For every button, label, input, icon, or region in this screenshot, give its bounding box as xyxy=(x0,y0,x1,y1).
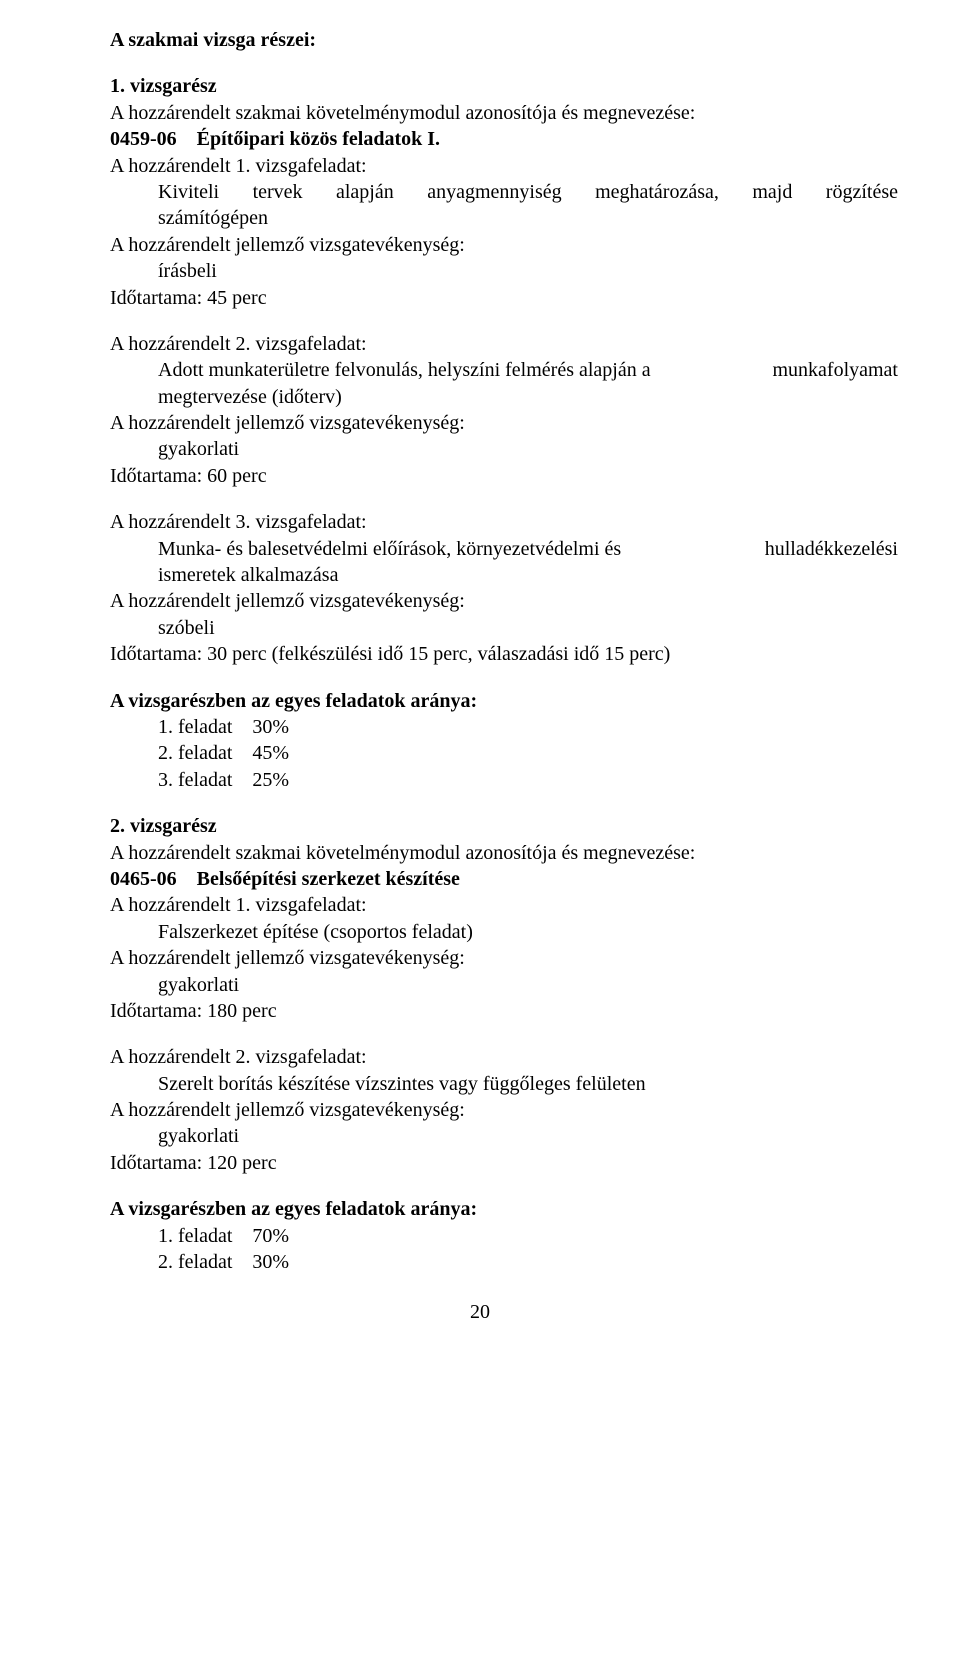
part1-ratios: A vizsgarészben az egyes feladatok arány… xyxy=(110,689,850,793)
p2t1-desc: Falszerkezet építése (csoportos feladat) xyxy=(110,920,850,944)
p1t1-desc-line2: számítógépen xyxy=(110,206,850,230)
p1t3-desc-line1: Munka- és balesetvédelmi előírások, körn… xyxy=(110,537,898,561)
ratio-row: 1. feladat 70% xyxy=(110,1224,850,1248)
p1t1-head: A hozzárendelt 1. vizsgafeladat: xyxy=(110,154,850,178)
ratio-row: 1. feladat 30% xyxy=(110,715,850,739)
document-title: A szakmai vizsga részei: xyxy=(110,28,850,52)
part2-task2: A hozzárendelt 2. vizsgafeladat: Szerelt… xyxy=(110,1045,850,1175)
ratio-row: 2. feladat 30% xyxy=(110,1250,850,1274)
p1t1-act: írásbeli xyxy=(110,259,850,283)
p2t2-desc: Szerelt borítás készítése vízszintes vag… xyxy=(110,1072,850,1096)
ratio-row: 2. feladat 45% xyxy=(110,741,850,765)
p2t2-act: gyakorlati xyxy=(110,1124,850,1148)
p1t1-dur: Időtartama: 45 perc xyxy=(110,286,850,310)
p2t2-act-label: A hozzárendelt jellemző vizsgatevékenysé… xyxy=(110,1098,850,1122)
p1t3-act: szóbeli xyxy=(110,616,850,640)
p2t1-act-label: A hozzárendelt jellemző vizsgatevékenysé… xyxy=(110,946,850,970)
p1t3-desc-line2: ismeretek alkalmazása xyxy=(110,563,850,587)
p1t2-dur: Időtartama: 60 perc xyxy=(110,464,850,488)
page-number: 20 xyxy=(110,1300,850,1324)
p1t2-act-label: A hozzárendelt jellemző vizsgatevékenysé… xyxy=(110,411,850,435)
part2-mod-line: A hozzárendelt szakmai követelménymodul … xyxy=(110,841,850,865)
part2-mod-code: 0465-06 xyxy=(110,868,177,890)
p2t2-dur: Időtartama: 120 perc xyxy=(110,1151,850,1175)
part1: 1. vizsgarész A hozzárendelt szakmai köv… xyxy=(110,74,850,310)
p2t2-head: A hozzárendelt 2. vizsgafeladat: xyxy=(110,1045,850,1069)
part1-ratios-heading: A vizsgarészben az egyes feladatok arány… xyxy=(110,689,850,713)
title-text: A szakmai vizsga részei: xyxy=(110,28,850,52)
ratio-row: 3. feladat 25% xyxy=(110,768,850,792)
part2-ratios-heading: A vizsgarészben az egyes feladatok arány… xyxy=(110,1197,850,1221)
p2t1-act: gyakorlati xyxy=(110,973,850,997)
p1t1-act-label: A hozzárendelt jellemző vizsgatevékenysé… xyxy=(110,233,850,257)
part2-mod-name: Belsőépítési szerkezet készítése xyxy=(197,868,460,890)
p1t2-desc-line1: Adott munkaterületre felvonulás, helyszí… xyxy=(110,358,898,382)
p1t3-act-label: A hozzárendelt jellemző vizsgatevékenysé… xyxy=(110,589,850,613)
part1-mod-line: A hozzárendelt szakmai követelménymodul … xyxy=(110,101,850,125)
part1-mod-name: Építőipari közös feladatok I. xyxy=(197,128,440,150)
part2-heading: 2. vizsgarész xyxy=(110,814,850,838)
part2-ratios: A vizsgarészben az egyes feladatok arány… xyxy=(110,1197,850,1274)
part1-mod-code: 0459-06 xyxy=(110,128,177,150)
p1t1-desc-line1: Kiviteli tervek alapján anyagmennyiség m… xyxy=(110,180,898,204)
part1-task3: A hozzárendelt 3. vizsgafeladat: Munka- … xyxy=(110,510,850,666)
part2-mod: 0465-06 Belsőépítési szerkezet készítése xyxy=(110,867,850,891)
p1t3-head: A hozzárendelt 3. vizsgafeladat: xyxy=(110,510,850,534)
p1t3-dur: Időtartama: 30 perc (felkészülési idő 15… xyxy=(110,642,850,666)
part2: 2. vizsgarész A hozzárendelt szakmai köv… xyxy=(110,814,850,1023)
p2t1-head: A hozzárendelt 1. vizsgafeladat: xyxy=(110,893,850,917)
p1t2-head: A hozzárendelt 2. vizsgafeladat: xyxy=(110,332,850,356)
p2t1-dur: Időtartama: 180 perc xyxy=(110,999,850,1023)
part1-task2: A hozzárendelt 2. vizsgafeladat: Adott m… xyxy=(110,332,850,488)
p1t2-desc-line2: megtervezése (időterv) xyxy=(110,385,850,409)
part1-heading: 1. vizsgarész xyxy=(110,74,850,98)
part1-mod: 0459-06 Építőipari közös feladatok I. xyxy=(110,127,850,151)
p1t2-act: gyakorlati xyxy=(110,437,850,461)
